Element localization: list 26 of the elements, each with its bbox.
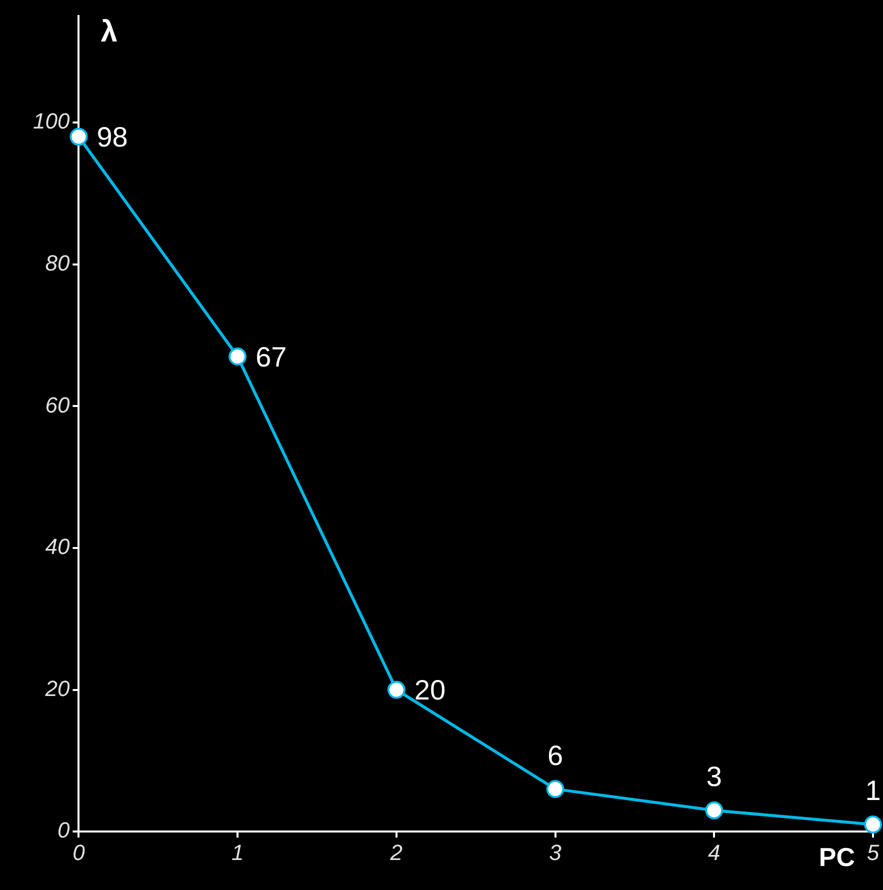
x-tick-label: 4 xyxy=(708,840,720,865)
data-label: 20 xyxy=(414,674,446,706)
data-label: 98 xyxy=(96,121,128,152)
y-tick-label: 20 xyxy=(44,676,70,701)
x-tick-label: 3 xyxy=(549,840,562,865)
point xyxy=(546,780,564,798)
data-label: 1 xyxy=(865,775,881,806)
point xyxy=(70,128,88,146)
x-tick-label: 1 xyxy=(231,840,244,865)
x-tick-label: 2 xyxy=(389,840,403,865)
point xyxy=(228,348,247,366)
y-tick-label: 100 xyxy=(32,108,70,134)
point xyxy=(864,816,882,834)
x-tick-label: 5 xyxy=(866,840,880,865)
x-axis-title: PC xyxy=(818,842,856,872)
point xyxy=(705,801,724,820)
y-tick-label: 80 xyxy=(45,250,70,276)
data-label: 6 xyxy=(547,740,564,771)
y-axis-title: λ xyxy=(100,15,118,48)
x-tick-label: 0 xyxy=(72,840,86,865)
data-label: 67 xyxy=(256,341,287,372)
y-tick-label: 60 xyxy=(45,392,70,418)
data-label: 3 xyxy=(706,761,722,792)
y-tick-label: 0 xyxy=(57,818,70,843)
y-tick-label: 40 xyxy=(45,534,70,560)
point xyxy=(387,680,406,699)
